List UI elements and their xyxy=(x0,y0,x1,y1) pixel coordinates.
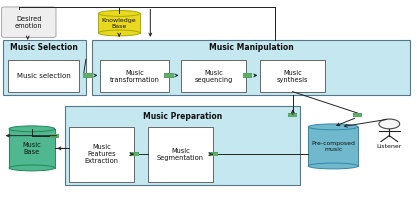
Text: Music selection: Music selection xyxy=(17,73,70,79)
Text: Music
sequencing: Music sequencing xyxy=(194,70,233,83)
Bar xyxy=(243,73,252,78)
Bar xyxy=(181,60,246,92)
Bar xyxy=(209,152,219,156)
FancyBboxPatch shape xyxy=(2,7,56,37)
Bar xyxy=(50,134,59,138)
Bar xyxy=(100,60,169,92)
Text: Pre-composed
music: Pre-composed music xyxy=(311,141,355,152)
Bar xyxy=(9,129,55,168)
Ellipse shape xyxy=(98,10,140,16)
Ellipse shape xyxy=(98,30,140,36)
Text: Music Selection: Music Selection xyxy=(10,43,78,52)
Ellipse shape xyxy=(308,124,358,130)
Bar xyxy=(3,40,86,95)
Bar xyxy=(130,152,139,156)
Text: Listener: Listener xyxy=(377,144,402,149)
Bar xyxy=(308,127,358,166)
Circle shape xyxy=(379,119,399,129)
Ellipse shape xyxy=(308,163,358,169)
Text: Desired
emotion: Desired emotion xyxy=(15,16,43,29)
Text: Music Preparation: Music Preparation xyxy=(143,112,222,121)
Bar xyxy=(98,13,140,33)
Text: Music
Base: Music Base xyxy=(23,142,41,155)
Text: Knowledge
Base: Knowledge Base xyxy=(102,18,136,29)
Text: Music
transformation: Music transformation xyxy=(110,70,160,83)
Bar xyxy=(69,127,134,182)
Bar xyxy=(92,40,410,95)
Text: Music
Features
Extraction: Music Features Extraction xyxy=(85,144,118,164)
Bar xyxy=(8,60,79,92)
Bar xyxy=(261,60,325,92)
Text: Music
synthesis: Music synthesis xyxy=(277,70,309,83)
Bar xyxy=(164,73,173,78)
Bar xyxy=(148,127,213,182)
Bar xyxy=(288,113,297,117)
Text: Music
Segmentation: Music Segmentation xyxy=(157,148,204,161)
Bar xyxy=(83,73,93,78)
Bar xyxy=(353,113,362,117)
Text: Music Manipulation: Music Manipulation xyxy=(209,43,294,52)
Bar xyxy=(65,106,300,185)
Ellipse shape xyxy=(9,165,55,171)
Ellipse shape xyxy=(9,126,55,132)
